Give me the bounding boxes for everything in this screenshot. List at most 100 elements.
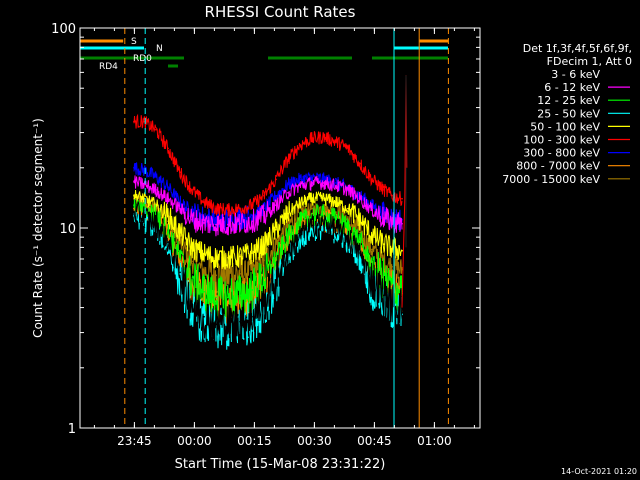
data-point	[391, 302, 393, 305]
data-point	[263, 214, 265, 217]
data-point	[401, 197, 403, 200]
y-axis: 1 10 100	[51, 22, 480, 437]
data-point	[167, 197, 169, 200]
data-point	[203, 201, 205, 203]
data-point	[311, 228, 313, 231]
data-point	[263, 244, 265, 247]
data-point	[227, 223, 229, 226]
data-point	[383, 217, 385, 220]
data-point	[311, 137, 313, 140]
x-tick-label: 00:45	[357, 434, 392, 448]
state-bar-n: N	[80, 44, 448, 54]
data-point	[335, 211, 337, 214]
data-point	[203, 315, 205, 318]
legend-label: 100 - 300 keV	[523, 134, 600, 147]
series-6-12-kev	[133, 175, 403, 237]
x-tick-label: 01:00	[417, 434, 452, 448]
data-point	[191, 189, 193, 191]
data-point	[239, 207, 241, 210]
data-point	[191, 302, 193, 305]
data-point	[239, 255, 241, 258]
data-point	[133, 211, 135, 214]
state-bar-label: RD4	[99, 62, 118, 72]
data-point	[335, 227, 337, 229]
data-point	[143, 169, 145, 171]
series-layer	[133, 75, 408, 350]
data-point	[133, 204, 135, 207]
data-point	[371, 234, 373, 237]
legend-label: 12 - 25 keV	[537, 94, 600, 107]
data-point	[347, 189, 349, 191]
data-point	[155, 128, 157, 131]
data-point	[383, 189, 385, 191]
data-point	[143, 197, 145, 200]
flare-spike	[401, 75, 408, 308]
data-point	[143, 120, 145, 123]
y-tick-label: 100	[51, 22, 76, 37]
data-point	[323, 222, 325, 225]
data-point	[179, 231, 181, 234]
data-point	[299, 202, 301, 205]
data-point	[215, 296, 217, 299]
legend-label: 6 - 12 keV	[544, 81, 600, 94]
data-point	[167, 236, 169, 239]
data-point	[347, 207, 349, 210]
data-point	[287, 236, 289, 239]
data-point	[215, 274, 217, 277]
data-point	[347, 147, 349, 150]
data-point	[263, 259, 265, 262]
data-point	[287, 191, 289, 194]
data-point	[401, 249, 403, 252]
data-point	[203, 290, 205, 293]
state-bar-rd4: RD4	[99, 62, 178, 72]
data-point	[167, 147, 169, 150]
y-tick-label: 1	[68, 422, 76, 437]
data-point	[203, 222, 205, 224]
data-point	[311, 182, 313, 184]
data-point	[155, 176, 157, 178]
data-point	[299, 222, 301, 225]
data-point	[239, 272, 241, 275]
data-point	[299, 144, 301, 146]
data-point	[215, 218, 217, 221]
data-point	[311, 197, 313, 200]
data-point	[155, 222, 157, 225]
data-point	[335, 201, 337, 203]
data-point	[401, 222, 403, 225]
data-point	[227, 296, 229, 299]
data-point	[383, 294, 385, 297]
data-point	[359, 218, 361, 221]
data-point	[335, 182, 337, 184]
data-point	[275, 258, 277, 260]
data-point	[287, 183, 289, 186]
legend-label: 7000 - 15000 keV	[502, 173, 600, 186]
data-point	[191, 218, 193, 221]
data-point	[133, 166, 135, 169]
data-point	[143, 183, 145, 186]
data-point	[275, 204, 277, 207]
state-bars: S N RD0 RD4	[80, 37, 448, 72]
data-point	[371, 248, 373, 251]
data-point	[275, 279, 277, 281]
data-point	[179, 271, 181, 274]
data-point	[179, 171, 181, 174]
data-point	[323, 178, 325, 181]
data-point	[191, 279, 193, 281]
y-tick-label: 10	[59, 222, 76, 237]
state-bar-label: S	[131, 37, 137, 47]
data-point	[215, 223, 217, 226]
data-point	[179, 255, 181, 258]
x-tick-label: 00:15	[237, 434, 272, 448]
data-point	[391, 194, 393, 197]
data-point	[191, 260, 193, 263]
data-point	[311, 207, 313, 210]
data-point	[263, 302, 265, 305]
legend-header-line-2: FDecim 1, Att 0	[547, 55, 632, 68]
legend-label: 300 - 800 keV	[523, 147, 600, 160]
data-point	[287, 252, 289, 254]
x-tick-label: 00:30	[297, 434, 332, 448]
series-50-100-kev	[133, 190, 403, 270]
data-point	[287, 212, 289, 215]
state-bar-s: S	[80, 37, 448, 47]
data-point	[391, 247, 393, 250]
